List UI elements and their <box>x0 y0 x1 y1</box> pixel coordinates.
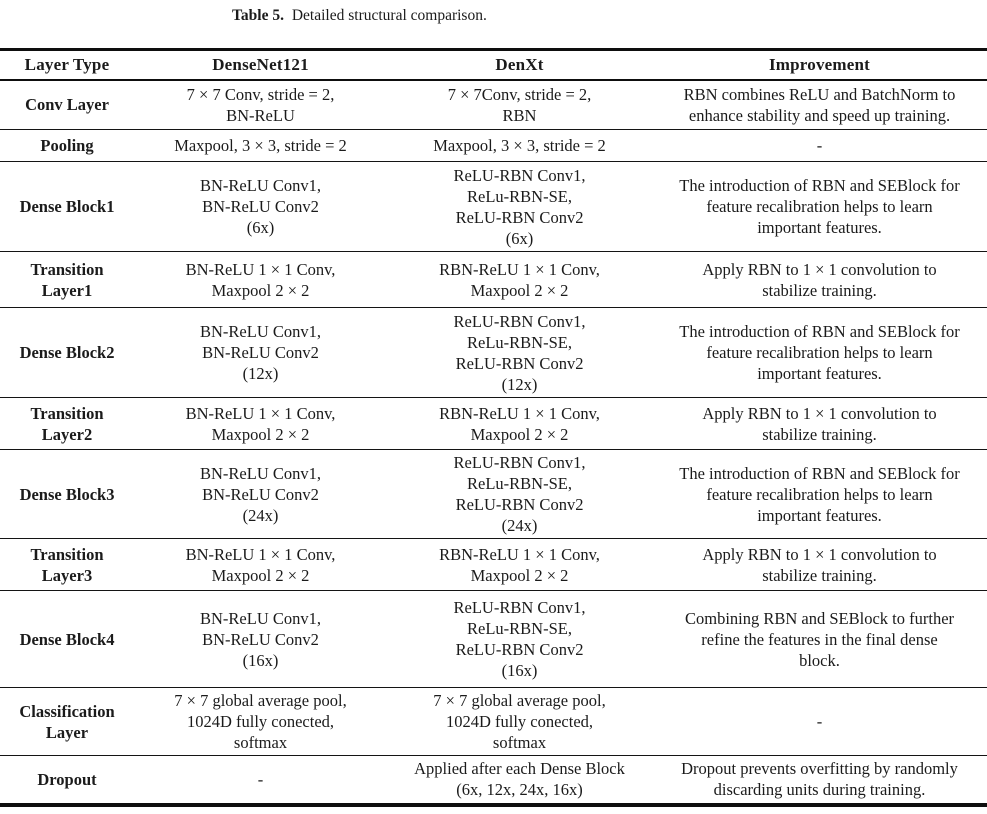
layer-type-cell: Transition Layer2 <box>30 403 104 444</box>
densenet121-cell: BN-ReLU Conv1, BN-ReLU Conv2 (16x) <box>200 608 321 670</box>
layer-type-cell: Dense Block3 <box>19 484 115 504</box>
improvement-cell: - <box>816 136 823 155</box>
table-caption: Table 5. Detailed structural comparison. <box>232 7 487 25</box>
denxt-cell: RBN-ReLU 1 × 1 Conv, Maxpool 2 × 2 <box>439 403 600 444</box>
table-row-dropout: Dropout - Applied after each Dense Block… <box>0 756 987 805</box>
layer-type-cell: Dense Block1 <box>19 197 115 216</box>
layer-type-cell: Transition Layer1 <box>30 259 104 300</box>
layer-type-cell: Dense Block2 <box>19 343 115 362</box>
denxt-cell: ReLU-RBN Conv1, ReLu-RBN-SE, ReLU-RBN Co… <box>453 453 586 535</box>
improvement-cell: Apply RBN to 1 × 1 convolution to stabil… <box>702 403 937 444</box>
table-row-conv-layer: Conv Layer 7 × 7 Conv, stride = 2, BN-Re… <box>0 80 987 130</box>
densenet121-cell: 7 × 7 Conv, stride = 2, BN-ReLU <box>186 84 335 125</box>
table-row-pooling: Pooling Maxpool, 3 × 3, stride = 2 Maxpo… <box>0 130 987 162</box>
column-header-denxt: DenXt <box>495 54 544 74</box>
table-row-classification-layer: Classification Layer 7 × 7 global averag… <box>0 688 987 756</box>
denxt-cell: ReLU-RBN Conv1, ReLu-RBN-SE, ReLU-RBN Co… <box>453 598 586 680</box>
densenet121-cell: BN-ReLU Conv1, BN-ReLU Conv2 (6x) <box>200 176 321 237</box>
denxt-cell: 7 × 7 global average pool, 1024D fully c… <box>433 691 606 752</box>
improvement-cell: Apply RBN to 1 × 1 convolution to stabil… <box>702 544 937 585</box>
table-row-transition-layer1: Transition Layer1 BN-ReLU 1 × 1 Conv, Ma… <box>0 252 987 308</box>
layer-type-cell: Classification Layer <box>19 701 115 742</box>
densenet121-cell: BN-ReLU 1 × 1 Conv, Maxpool 2 × 2 <box>185 259 336 300</box>
improvement-cell: Dropout prevents overfitting by randomly… <box>681 759 958 800</box>
denxt-cell: RBN-ReLU 1 × 1 Conv, Maxpool 2 × 2 <box>439 259 600 300</box>
denxt-cell: RBN-ReLU 1 × 1 Conv, Maxpool 2 × 2 <box>439 544 600 585</box>
table-row-dense-block4: Dense Block4 BN-ReLU Conv1, BN-ReLU Conv… <box>0 591 987 688</box>
improvement-cell: The introduction of RBN and SEBlock for … <box>679 176 960 237</box>
table-row-transition-layer2: Transition Layer2 BN-ReLU 1 × 1 Conv, Ma… <box>0 398 987 450</box>
denxt-cell: 7 × 7Conv, stride = 2, RBN <box>447 84 592 125</box>
layer-type-cell: Dropout <box>37 769 97 789</box>
denxt-cell: Applied after each Dense Block (6x, 12x,… <box>414 759 625 800</box>
layer-type-cell: Transition Layer3 <box>30 544 104 585</box>
table-caption-label: Table 5. <box>232 7 284 24</box>
table-caption-text: Detailed structural comparison. <box>291 7 487 24</box>
densenet121-cell: Maxpool, 3 × 3, stride = 2 <box>174 136 347 155</box>
structural-comparison-table: Layer Type DenseNet121 DenXt Improvement… <box>0 48 987 807</box>
improvement-cell: Combining RBN and SEBlock to further ref… <box>684 608 955 670</box>
improvement-cell: - <box>816 712 823 731</box>
improvement-cell: Apply RBN to 1 × 1 convolution to stabil… <box>702 259 937 300</box>
table-header-row: Layer Type DenseNet121 DenXt Improvement <box>0 50 987 80</box>
denxt-cell: ReLU-RBN Conv1, ReLu-RBN-SE, ReLU-RBN Co… <box>453 311 586 394</box>
layer-type-cell: Conv Layer <box>25 95 109 115</box>
densenet121-cell: BN-ReLU Conv1, BN-ReLU Conv2 (12x) <box>200 322 321 383</box>
densenet121-cell: BN-ReLU 1 × 1 Conv, Maxpool 2 × 2 <box>185 544 336 585</box>
densenet121-cell: BN-ReLU Conv1, BN-ReLU Conv2 (24x) <box>200 463 321 525</box>
densenet121-cell: 7 × 7 global average pool, 1024D fully c… <box>174 691 347 752</box>
table-row-dense-block1: Dense Block1 BN-ReLU Conv1, BN-ReLU Conv… <box>0 162 987 252</box>
table-row-transition-layer3: Transition Layer3 BN-ReLU 1 × 1 Conv, Ma… <box>0 539 987 591</box>
layer-type-cell: Dense Block4 <box>19 629 115 649</box>
denxt-cell: Maxpool, 3 × 3, stride = 2 <box>433 136 606 155</box>
table-row-dense-block2: Dense Block2 BN-ReLU Conv1, BN-ReLU Conv… <box>0 308 987 398</box>
densenet121-cell: BN-ReLU 1 × 1 Conv, Maxpool 2 × 2 <box>185 403 336 444</box>
improvement-cell: The introduction of RBN and SEBlock for … <box>679 322 960 383</box>
improvement-cell: The introduction of RBN and SEBlock for … <box>679 463 960 525</box>
improvement-cell: RBN combines ReLU and BatchNorm to enhan… <box>683 84 956 125</box>
column-header-improvement: Improvement <box>768 54 871 74</box>
densenet121-cell: - <box>257 769 264 789</box>
table-row-dense-block3: Dense Block3 BN-ReLU Conv1, BN-ReLU Conv… <box>0 450 987 539</box>
layer-type-cell: Pooling <box>40 136 94 155</box>
column-header-layer-type: Layer Type <box>24 54 110 74</box>
denxt-cell: ReLU-RBN Conv1, ReLu-RBN-SE, ReLU-RBN Co… <box>453 165 586 248</box>
column-header-densenet121: DenseNet121 <box>212 54 309 74</box>
